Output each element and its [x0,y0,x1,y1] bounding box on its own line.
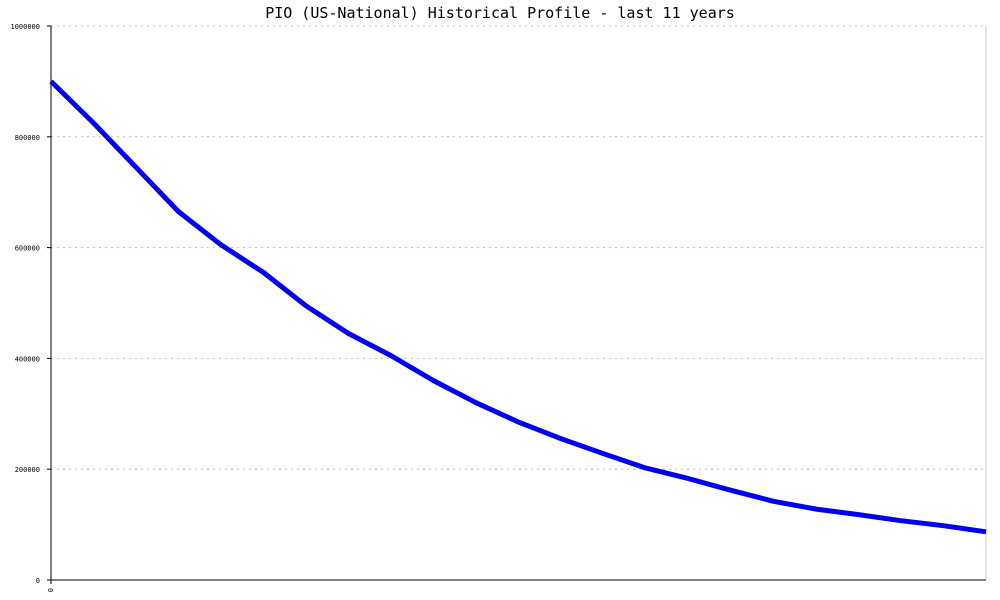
y-tick-label: 800000 [15,134,40,142]
series-line [49,79,987,535]
x-tick-label: 0 [47,588,55,592]
y-tick-label: 400000 [15,355,40,363]
y-tick-label: 200000 [15,466,40,474]
gridlines [51,25,986,470]
y-tick-label: 1000000 [10,23,40,31]
axes [47,25,987,584]
y-tick-label: 600000 [15,245,40,253]
y-tick-label: 0 [36,577,40,585]
tick-labels: 0 200000 400000 600000 800000 1000000 0 [10,23,55,592]
chart-title: PIO (US-National) Historical Profile - l… [265,4,735,22]
series-layer [49,79,987,535]
